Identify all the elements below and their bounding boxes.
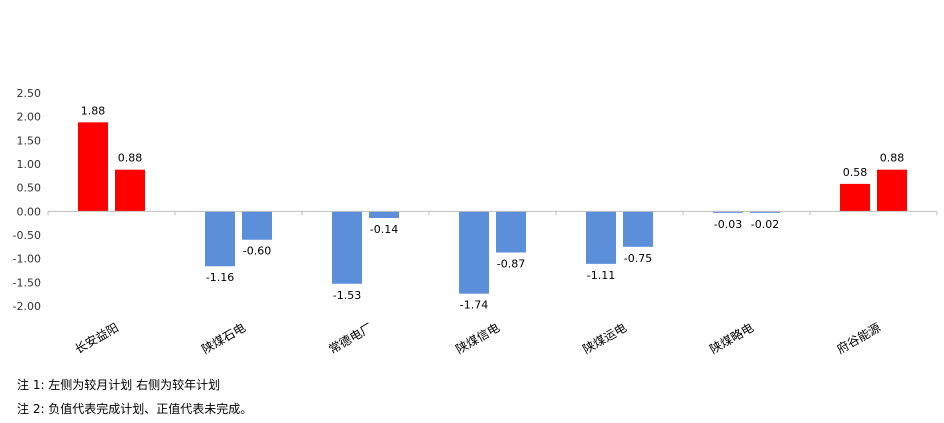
bar [713,211,743,213]
bar [78,122,108,212]
bar [623,211,653,247]
bar [115,169,145,212]
category-ticks [47,211,938,216]
y-tick-label: 1.50 [17,134,42,147]
bar [332,211,362,284]
y-tick-label: 0.00 [17,205,42,218]
y-tick-label: 0.50 [17,182,42,195]
data-label: -0.75 [624,252,652,265]
data-label: -0.02 [751,218,779,231]
bar [586,211,616,264]
data-label: -0.60 [243,245,271,258]
bar [877,169,907,212]
y-tick-label: -1.50 [13,276,41,289]
bar [369,211,399,218]
category-label: 常德电厂 [326,320,375,357]
data-labels: 1.88 0.88 -1.16 -0.60 -1.53 -0.14 -1.74 -0.87 -1… [81,104,905,311]
y-tick-label: -2.00 [13,300,41,313]
note-1: 注 1: 左侧为较月计划 右侧为较年计划 [17,378,221,392]
y-tick-label: -1.00 [13,253,41,266]
data-label: 0.58 [843,166,868,179]
y-axis-ticks: 2.50 2.00 1.50 1.00 0.50 0.00 -0.50 -1.00 -1.50 -… [13,87,41,313]
category-label: 陕煤运电 [580,320,629,357]
data-label: -1.16 [206,271,234,284]
bar [496,211,526,253]
y-tick-label: 2.50 [17,87,42,100]
bar [205,211,235,267]
y-tick-label: -0.50 [13,229,41,242]
data-label: -1.53 [333,289,361,302]
data-label: -0.87 [497,258,525,271]
category-label: 府谷能源 [834,320,883,357]
bar [242,211,272,240]
category-label: 陕煤略电 [707,320,756,357]
y-tick-label: 2.00 [17,111,42,124]
data-label: 0.88 [880,152,905,165]
bar [840,183,870,212]
data-label: -1.74 [460,299,488,312]
bar [750,211,780,213]
y-tick-label: 1.00 [17,158,42,171]
data-label: 1.88 [81,104,106,117]
category-label: 长安益阳 [72,320,121,357]
category-label: 陕煤石电 [199,320,248,357]
data-label: -0.14 [370,223,398,236]
note-2: 注 2: 负值代表完成计划、正值代表未完成。 [17,402,253,416]
category-labels: 长安益阳 陕煤石电 常德电厂 陕煤信电 陕煤运电 陕煤略电 府谷能源 [72,320,883,357]
bar [459,211,489,294]
data-label: -0.03 [714,218,742,231]
bars [78,122,907,294]
category-label: 陕煤信电 [453,320,502,357]
data-label: 0.88 [118,152,143,165]
data-label: -1.11 [587,269,615,282]
